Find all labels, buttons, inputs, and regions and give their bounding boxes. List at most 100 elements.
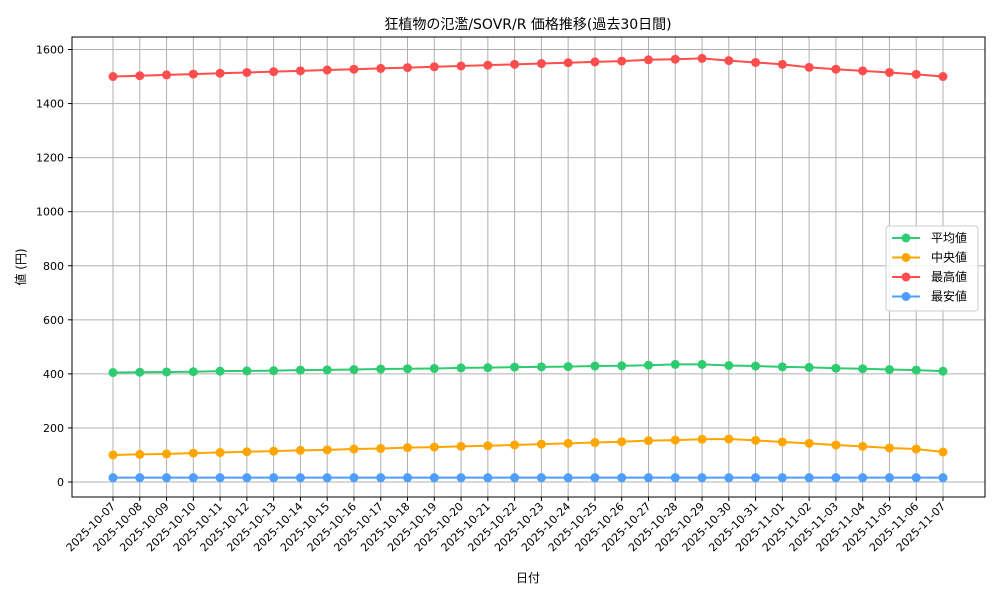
data-point <box>911 365 921 375</box>
data-point <box>108 450 118 460</box>
data-point <box>376 473 386 483</box>
y-axis-label: 値 (円) <box>13 248 28 285</box>
y-tick-label: 1000 <box>36 206 64 219</box>
data-point <box>617 56 627 66</box>
data-point <box>590 361 600 371</box>
data-point <box>563 438 573 448</box>
data-point <box>751 57 761 67</box>
data-point <box>349 473 359 483</box>
data-point <box>831 64 841 74</box>
data-point <box>349 64 359 74</box>
data-point <box>162 70 172 80</box>
data-point <box>510 473 520 483</box>
legend-marker-icon <box>901 272 911 282</box>
data-point <box>188 367 198 377</box>
data-point <box>242 366 252 376</box>
data-point <box>670 473 680 483</box>
data-point <box>242 473 252 483</box>
data-point <box>536 362 546 372</box>
data-point <box>724 473 734 483</box>
legend-item: 最安値 <box>892 289 967 304</box>
series-line <box>108 359 948 378</box>
data-point <box>697 53 707 63</box>
chart-title: 狂植物の氾濫/SOVR/R 価格推移(過去30日間) <box>384 17 671 33</box>
data-point <box>215 366 225 376</box>
data-point <box>536 59 546 69</box>
data-point <box>884 473 894 483</box>
data-point <box>135 71 145 81</box>
data-point <box>510 59 520 69</box>
data-point <box>215 68 225 78</box>
data-point <box>429 473 439 483</box>
y-axis: 0 200 400 600 800 1000 1200 1400 1600 <box>36 44 72 489</box>
data-point <box>510 440 520 450</box>
series-line <box>108 473 948 483</box>
data-point <box>724 56 734 66</box>
data-point <box>322 445 332 455</box>
data-point <box>804 438 814 448</box>
data-point <box>697 359 707 369</box>
data-point <box>403 443 413 453</box>
data-point <box>295 445 305 455</box>
legend-label: 最安値 <box>931 289 967 304</box>
data-point <box>643 360 653 370</box>
data-point <box>429 442 439 452</box>
y-tick-label: 0 <box>57 476 64 489</box>
data-point <box>858 66 868 76</box>
data-point <box>884 67 894 77</box>
data-point <box>724 360 734 370</box>
data-point <box>617 473 627 483</box>
data-point <box>135 449 145 459</box>
data-point <box>376 63 386 73</box>
y-tick-label: 400 <box>43 368 64 381</box>
data-point <box>456 61 466 71</box>
data-point <box>108 473 118 483</box>
data-point <box>483 441 493 451</box>
data-point <box>269 366 279 376</box>
data-point <box>215 473 225 483</box>
legend-label: 平均値 <box>931 230 967 245</box>
data-point <box>884 365 894 375</box>
data-point <box>804 362 814 372</box>
data-point <box>804 473 814 483</box>
data-point <box>135 473 145 483</box>
data-point <box>510 362 520 372</box>
legend-marker-icon <box>901 292 911 301</box>
data-point <box>804 62 814 72</box>
data-point <box>617 361 627 371</box>
data-point <box>643 436 653 446</box>
data-point <box>322 365 332 375</box>
data-point <box>456 473 466 483</box>
data-point <box>536 473 546 483</box>
data-point <box>858 441 868 451</box>
legend-item: 平均値 <box>892 230 967 245</box>
data-point <box>188 473 198 483</box>
data-point <box>349 444 359 454</box>
data-point <box>617 437 627 447</box>
legend-label: 最高値 <box>931 269 967 284</box>
data-point <box>831 363 841 373</box>
y-tick-label: 1400 <box>36 98 64 111</box>
data-point <box>242 67 252 77</box>
data-point <box>938 447 948 457</box>
plot-frame <box>71 36 986 498</box>
data-point <box>483 473 493 483</box>
data-point <box>670 359 680 369</box>
data-point <box>938 366 948 376</box>
data-point <box>536 439 546 449</box>
data-point <box>724 434 734 444</box>
data-point <box>108 368 118 378</box>
data-point <box>911 69 921 79</box>
data-point <box>108 72 118 82</box>
data-point <box>188 448 198 458</box>
data-point <box>162 449 172 459</box>
y-tick-label: 600 <box>43 314 64 327</box>
data-point <box>483 60 493 70</box>
data-point <box>456 363 466 373</box>
data-point <box>590 438 600 448</box>
data-point <box>429 363 439 373</box>
data-point <box>938 72 948 82</box>
data-point <box>483 363 493 373</box>
y-tick-label: 1200 <box>36 152 64 165</box>
